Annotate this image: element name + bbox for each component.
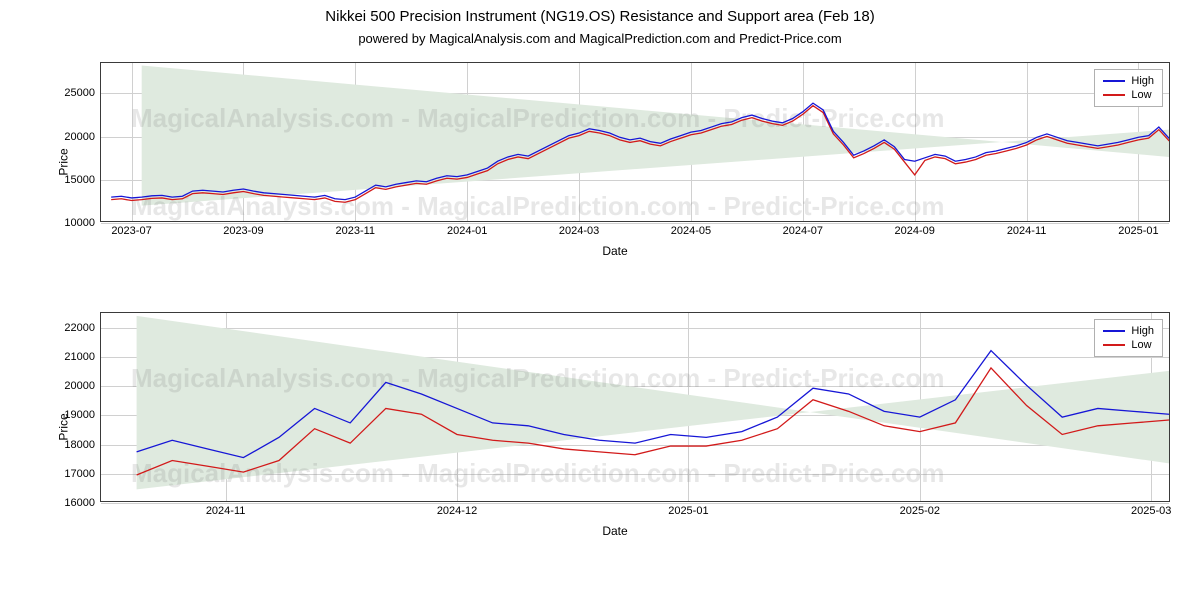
x-axis-label: Date [602, 524, 627, 538]
x-tick-label: 2024-01 [447, 225, 487, 237]
y-tick-label: 20000 [64, 380, 95, 392]
legend-label: Low [1131, 339, 1151, 351]
x-tick-label: 2023-11 [336, 225, 376, 237]
price-lines [101, 313, 1169, 501]
chart-subtitle: powered by MagicalAnalysis.com and Magic… [0, 25, 1200, 46]
legend-item-low: Low [1103, 338, 1154, 352]
x-tick-label: 2025-02 [900, 505, 940, 517]
legend-label: High [1131, 75, 1154, 87]
y-tick-label: 20000 [64, 131, 95, 143]
legend-item-high: High [1103, 74, 1154, 88]
legend-box: High Low [1094, 69, 1163, 107]
legend-label: High [1131, 325, 1154, 337]
x-tick-label: 2024-07 [783, 225, 823, 237]
legend-swatch-high [1103, 330, 1125, 332]
top-chart-panel: Price Date MagicalAnalysis.com - Magical… [60, 62, 1170, 262]
legend-label: Low [1131, 89, 1151, 101]
x-tick-label: 2025-01 [668, 505, 708, 517]
legend-swatch-low [1103, 344, 1125, 346]
gridline [101, 503, 1169, 504]
x-tick-label: 2024-11 [1007, 225, 1047, 237]
legend-item-high: High [1103, 324, 1154, 338]
y-tick-label: 16000 [64, 497, 95, 509]
legend-box: High Low [1094, 319, 1163, 357]
x-tick-label: 2025-03 [1131, 505, 1171, 517]
y-tick-label: 17000 [64, 468, 95, 480]
x-tick-label: 2024-03 [559, 225, 599, 237]
top-plot-area: MagicalAnalysis.com - MagicalPrediction.… [100, 62, 1170, 222]
chart-title: Nikkei 500 Precision Instrument (NG19.OS… [0, 0, 1200, 25]
y-tick-label: 15000 [64, 174, 95, 186]
y-tick-label: 21000 [64, 351, 95, 363]
price-lines [101, 63, 1169, 221]
x-tick-label: 2024-05 [671, 225, 711, 237]
bottom-plot-area: MagicalAnalysis.com - MagicalPrediction.… [100, 312, 1170, 502]
gridline [101, 223, 1169, 224]
x-tick-label: 2024-11 [206, 505, 246, 517]
x-tick-label: 2023-09 [223, 225, 263, 237]
y-axis-label: Price [57, 148, 71, 175]
y-tick-label: 10000 [64, 217, 95, 229]
y-tick-label: 25000 [64, 87, 95, 99]
legend-item-low: Low [1103, 88, 1154, 102]
y-tick-label: 22000 [64, 322, 95, 334]
y-tick-label: 18000 [64, 439, 95, 451]
bottom-chart-panel: Price Date MagicalAnalysis.com - Magical… [60, 312, 1170, 542]
y-tick-label: 19000 [64, 409, 95, 421]
x-axis-label: Date [602, 244, 627, 258]
legend-swatch-high [1103, 80, 1125, 82]
x-tick-label: 2023-07 [111, 225, 151, 237]
x-tick-label: 2025-01 [1118, 225, 1158, 237]
x-tick-label: 2024-09 [895, 225, 935, 237]
x-tick-label: 2024-12 [437, 505, 477, 517]
legend-swatch-low [1103, 94, 1125, 96]
